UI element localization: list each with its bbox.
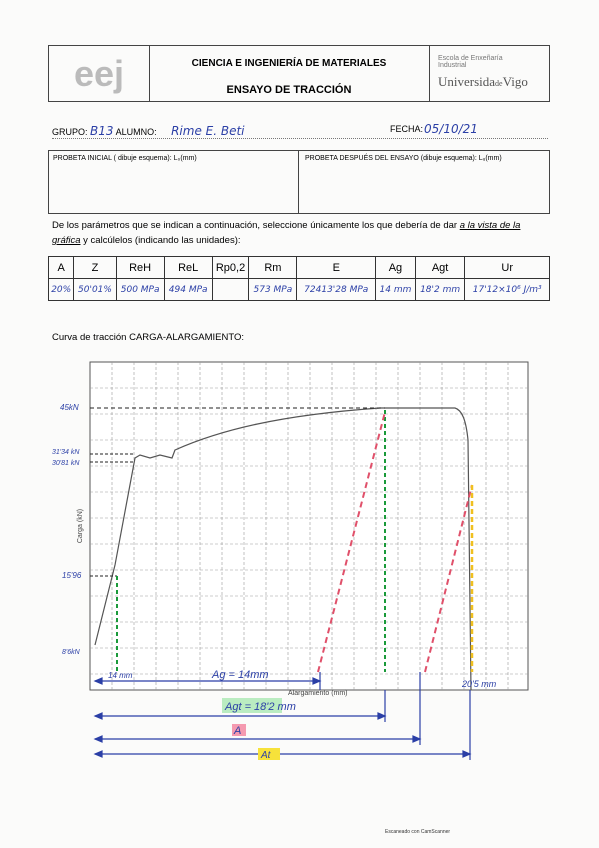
course: CIENCIA E INGENIERÍA DE MATERIALES — [191, 58, 387, 69]
name-label: ALUMNO: — [115, 127, 157, 137]
annotation: At — [260, 750, 272, 761]
annotation: 14 mm — [108, 671, 133, 680]
grid — [90, 362, 528, 690]
table-row: 20% 50'01% 500 MPa 494 MPa 573 MPa 72413'28 M… — [47, 278, 550, 301]
table-cell: 17'12×10⁶ J/m³ — [464, 278, 550, 301]
footer: Escaneado con CamScanner — [385, 829, 450, 835]
highlight — [222, 698, 282, 713]
instructions-emphasis: a la vista de la gráfica — [52, 220, 521, 246]
annotations: 45kN 31'34 kN 30'81 kN 15'96 8'6kN 14 mm… — [52, 403, 497, 761]
arrows — [93, 672, 472, 760]
university: UniversidadeVigo — [438, 74, 528, 90]
university-de: de — [495, 79, 503, 88]
group: B13 — [90, 124, 114, 138]
group-label: GRUPO: — [52, 127, 88, 137]
header-box: eej CIENCIA E INGENIERÍA DE MATERIALES E… — [48, 45, 550, 102]
table-cell: 72413'28 MPa — [296, 278, 377, 301]
specimen-box: PROBETA INICIAL ( dibuje esquema): L₀(mm… — [48, 150, 550, 214]
curve — [94, 407, 472, 691]
table-cell: 50'01% — [73, 278, 117, 301]
university-cell: Escola de Enxeñaría Industrial Universid… — [429, 46, 549, 101]
table-cell: 573 MPa — [248, 278, 298, 301]
annotation: 8'6kN — [62, 649, 81, 656]
university-name: Universida — [438, 74, 496, 89]
instructions-text: De los parámetros que se indican a conti… — [52, 220, 460, 231]
date-label: FECHA: — [390, 124, 424, 134]
curve-title: Curva de tracción CARGA-ALARGAMIENTO: — [52, 332, 244, 343]
highlight — [232, 724, 246, 736]
annotation: 20'5 mm — [461, 679, 497, 689]
graph-frame — [89, 361, 529, 691]
table-header-cell: Ag — [375, 256, 416, 279]
red-line — [317, 411, 386, 673]
annotation: A — [233, 725, 241, 737]
specimen-initial: PROBETA INICIAL ( dibuje esquema): L₀(mm… — [49, 151, 299, 213]
parameters-table: A Z ReH ReL Rp0,2 Rm E Ag Agt Ur 20% 50'01% 500 MPa… — [47, 256, 550, 301]
table-cell: 18'2 mm — [414, 278, 466, 301]
annotation: Ag = 14mm — [211, 669, 269, 681]
table-cell: 14 mm — [375, 278, 416, 301]
instructions-text: y calcúlelos (indicando las unidades): — [80, 235, 241, 246]
annotation: 31'34 kN — [52, 449, 80, 456]
name: Rime E. Beti — [171, 124, 245, 138]
title: ENSAYO DE TRACCIÓN — [226, 84, 352, 96]
y-axis-label: Carga (kN) — [77, 509, 84, 543]
annotation: Agt = 18'2 mm — [224, 701, 296, 713]
school: Escola de Enxeñaría Industrial — [438, 55, 503, 69]
instructions: De los parámetros que se indican a conti… — [52, 218, 542, 248]
student-line: GRUPO: B13 ALUMNO: Rime E. Beti FECHA: 0… — [52, 122, 548, 139]
x-axis-label: Alargamiento (mm) — [288, 690, 348, 697]
red-line — [424, 484, 473, 673]
table-cell: 20% — [47, 278, 75, 301]
table-cell: 494 MPa — [163, 278, 213, 301]
university-city: Vigo — [502, 74, 528, 89]
table-header-cell: A — [47, 256, 75, 279]
specimen-final: PROBETA DESPUÉS DEL ENSAYO (dibuje esque… — [305, 155, 502, 162]
logo: eej — [49, 46, 150, 101]
annotation: 45kN — [60, 403, 79, 412]
highlight — [258, 748, 280, 760]
annotation: 30'81 kN — [52, 460, 80, 467]
annotation: 15'96 — [62, 571, 82, 580]
date: 05/10/21 — [424, 122, 478, 136]
